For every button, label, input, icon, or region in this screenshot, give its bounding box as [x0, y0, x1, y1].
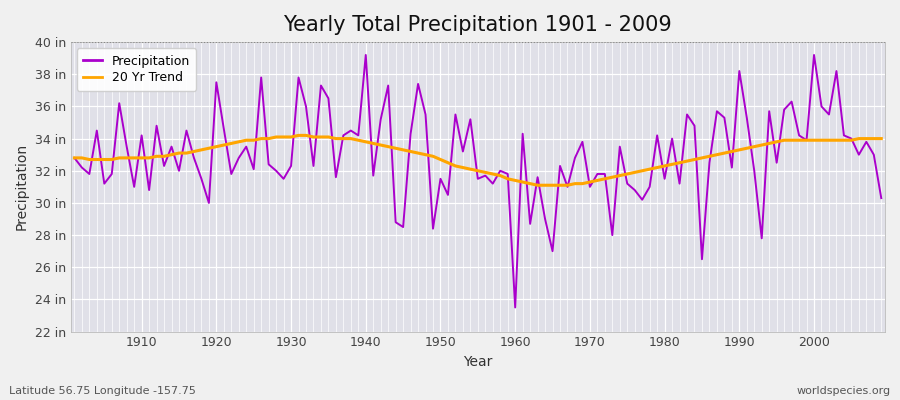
X-axis label: Year: Year	[464, 355, 492, 369]
Legend: Precipitation, 20 Yr Trend: Precipitation, 20 Yr Trend	[76, 48, 196, 91]
Y-axis label: Precipitation: Precipitation	[15, 143, 29, 230]
Text: Latitude 56.75 Longitude -157.75: Latitude 56.75 Longitude -157.75	[9, 386, 196, 396]
Text: worldspecies.org: worldspecies.org	[796, 386, 891, 396]
Title: Yearly Total Precipitation 1901 - 2009: Yearly Total Precipitation 1901 - 2009	[284, 15, 672, 35]
